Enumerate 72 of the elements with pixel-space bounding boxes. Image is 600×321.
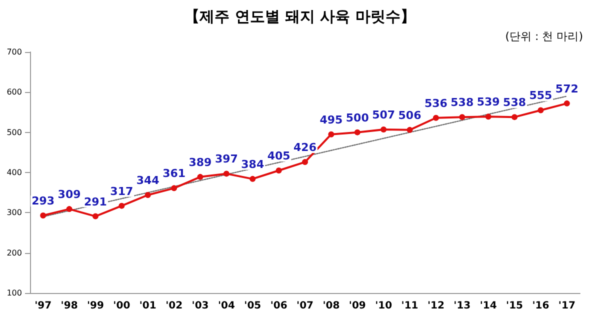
data-label: 405 — [267, 149, 290, 162]
point — [144, 192, 151, 198]
x-tick-label: '99 — [86, 300, 104, 312]
data-label: 572 — [555, 82, 578, 96]
x-tick-label: '07 — [296, 300, 314, 312]
point — [485, 114, 492, 120]
point — [171, 185, 178, 192]
point — [40, 212, 46, 218]
data-label: 384 — [241, 158, 264, 171]
chart-title: 【제주 연도별 돼지 사육 마릿수】 — [184, 8, 416, 26]
data-label: 495 — [320, 113, 343, 126]
point — [512, 114, 518, 120]
data-label: 293 — [32, 194, 55, 208]
x-tick-label: '09 — [348, 300, 366, 312]
x-tick-label: '03 — [192, 300, 209, 312]
data-label: 539 — [476, 96, 500, 109]
data-label: 309 — [58, 188, 81, 202]
x-tick-label: '04 — [218, 300, 235, 312]
y-tick-label: 200 — [6, 248, 22, 258]
x-tick-label: '05 — [244, 300, 262, 312]
x-tick-label: '11 — [401, 300, 418, 312]
data-label: 500 — [346, 111, 370, 124]
chart-subtitle: (단위 : 천 마리) — [505, 30, 583, 43]
x-tick-label: '14 — [480, 300, 497, 312]
data-label: 426 — [294, 141, 317, 154]
point — [66, 206, 72, 212]
data-label: 555 — [529, 89, 552, 102]
point — [92, 213, 98, 220]
data-label: 291 — [84, 195, 107, 208]
x-tick-label: '08 — [322, 300, 340, 312]
x-tick-label: '06 — [270, 300, 288, 312]
point — [459, 114, 466, 120]
point — [302, 159, 308, 166]
x-tick-label: '00 — [113, 300, 130, 312]
point — [380, 126, 387, 133]
data-label: 361 — [162, 167, 186, 180]
data-label: 317 — [110, 184, 134, 198]
data-label: 506 — [398, 108, 422, 122]
point — [223, 170, 230, 177]
y-tick-label: 600 — [6, 88, 22, 97]
x-tick-label: '15 — [506, 300, 524, 312]
y-tick-label: 100 — [6, 288, 22, 298]
y-tick-label: 400 — [6, 168, 22, 177]
x-tick-label: '17 — [558, 300, 576, 312]
y-tick-label: 300 — [6, 208, 22, 218]
point — [276, 167, 282, 174]
point — [250, 176, 256, 182]
x-tick-label: '16 — [532, 300, 550, 312]
point — [354, 129, 360, 136]
x-tick-label: '10 — [375, 300, 392, 312]
point — [406, 126, 413, 133]
point — [118, 202, 125, 209]
x-tick-label: '98 — [60, 300, 78, 312]
data-label: 344 — [136, 174, 160, 187]
x-tick-label: '12 — [427, 300, 444, 312]
point — [564, 100, 570, 106]
data-label: 507 — [372, 108, 396, 122]
data-label: 536 — [424, 96, 448, 110]
point — [197, 174, 204, 180]
data-label: 538 — [450, 96, 474, 110]
x-tick-label: '97 — [34, 300, 52, 312]
data-label: 538 — [503, 96, 526, 110]
x-tick-label: '01 — [139, 300, 156, 312]
x-tick-label: '02 — [166, 300, 183, 312]
point — [432, 114, 439, 121]
point — [538, 107, 544, 114]
data-label: 389 — [188, 156, 212, 169]
x-tick-label: '13 — [454, 300, 471, 312]
y-tick-label: 500 — [6, 128, 22, 137]
data-label: 397 — [214, 152, 238, 166]
y-tick-label: 700 — [6, 48, 22, 56]
point — [328, 131, 334, 138]
